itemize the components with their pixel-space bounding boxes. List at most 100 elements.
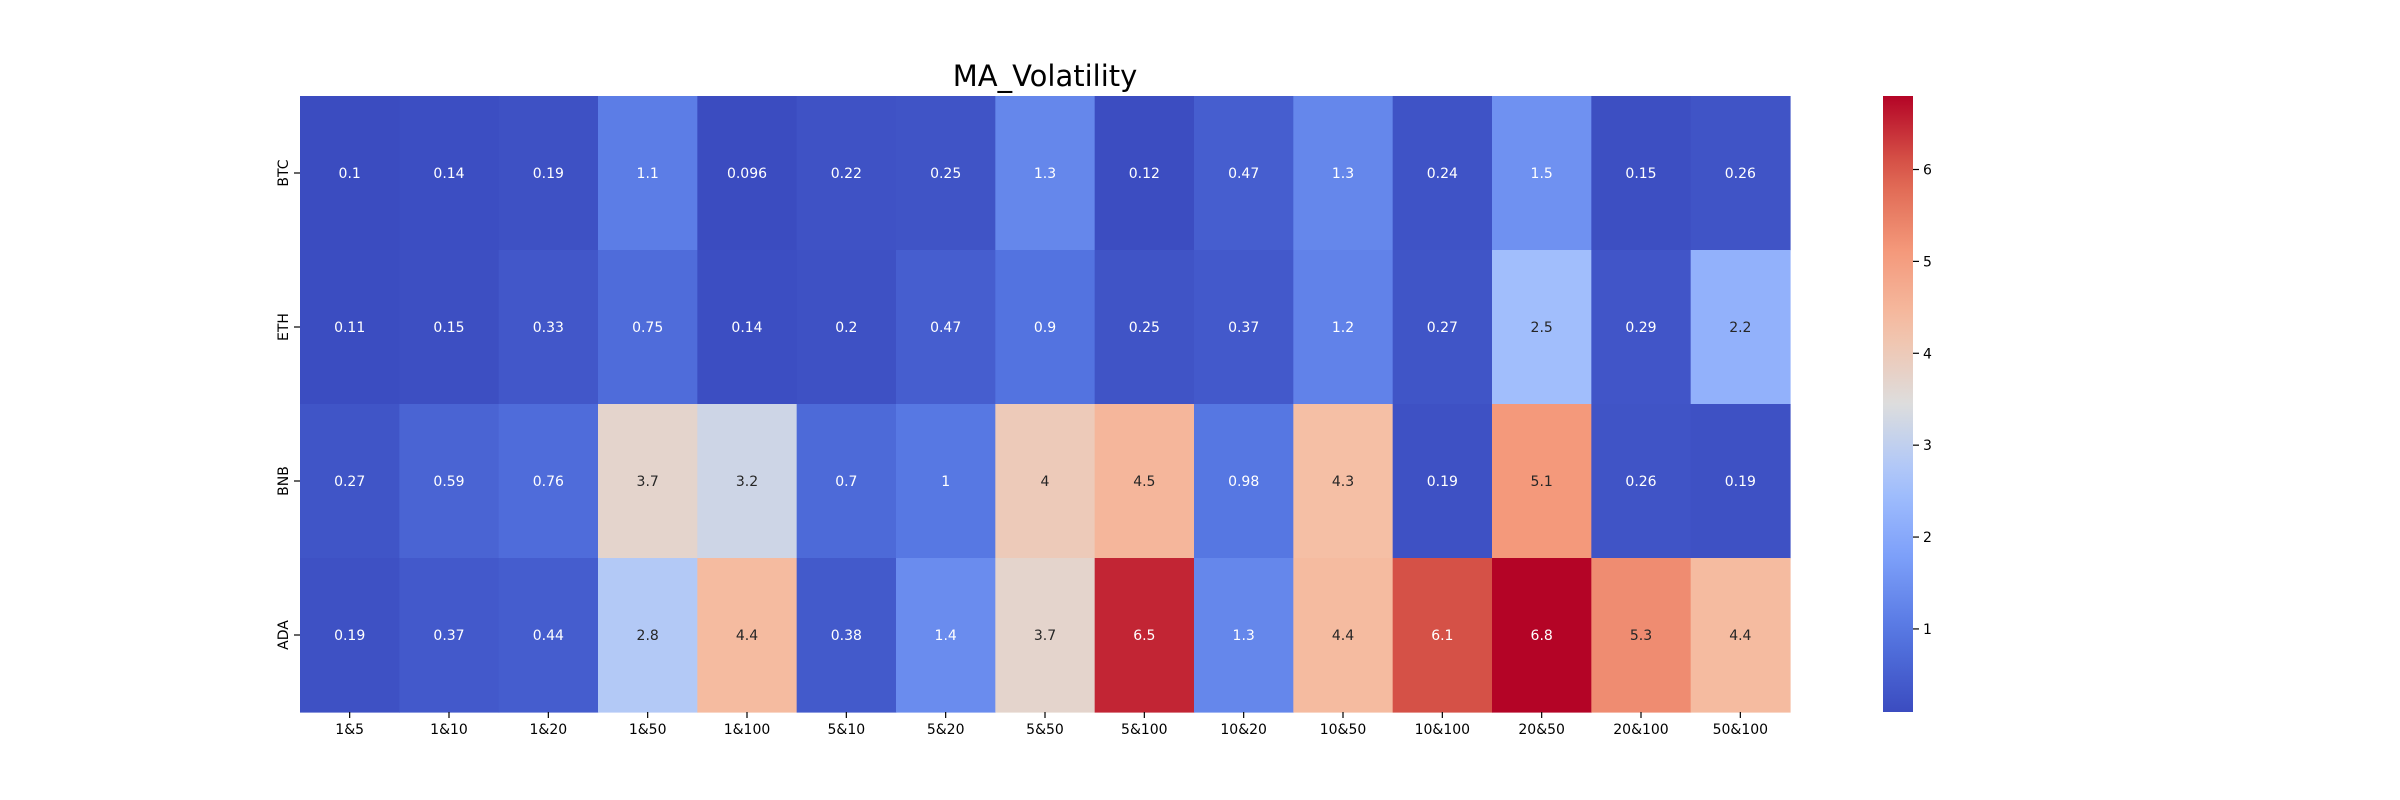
cell-value-label: 2.5	[1531, 320, 1553, 336]
x-tick-label: 5&10	[828, 722, 866, 738]
x-tick-label: 1&20	[530, 722, 568, 738]
heatmap-cell	[1591, 558, 1692, 713]
heatmap-cell	[995, 558, 1096, 713]
heatmap-cell	[697, 404, 798, 559]
heatmap-cell	[1591, 96, 1692, 251]
y-axis: BTC ETH BNB ADA	[276, 159, 300, 650]
cell-value-label: 0.14	[731, 320, 762, 336]
cell-value-label: 0.29	[1625, 320, 1656, 336]
heatmap-cell	[995, 250, 1096, 405]
heatmap-cell	[498, 404, 599, 559]
x-tick-label: 1&50	[629, 722, 667, 738]
cell-value-label: 6.8	[1531, 628, 1553, 644]
cell-value-label: 4.4	[736, 628, 758, 644]
x-tick-label: 10&20	[1220, 722, 1267, 738]
heatmap-cell	[1492, 558, 1592, 713]
heatmap-cell	[598, 96, 698, 251]
colorbar-tick-label: 2	[1923, 530, 1932, 546]
cell-value-label: 0.33	[533, 320, 564, 336]
heatmap-cell	[399, 96, 500, 251]
heatmap-cell	[1194, 404, 1294, 559]
cell-value-label: 0.11	[334, 320, 365, 336]
cell-value-label: 1.4	[935, 628, 957, 644]
colorbar-tick-label: 3	[1923, 438, 1932, 454]
heatmap-cell	[1094, 558, 1195, 713]
heatmap-cell	[399, 558, 500, 713]
heatmap-cell	[1194, 96, 1294, 251]
heatmap-cell	[896, 96, 996, 251]
heatmap-cell	[1492, 250, 1592, 405]
heatmap-cell	[1492, 96, 1592, 251]
heatmap-cell	[697, 558, 798, 713]
cell-value-label: 0.27	[334, 474, 365, 490]
cell-value-label: 3.7	[637, 474, 659, 490]
cell-value-label: 0.44	[533, 628, 564, 644]
cell-value-label: 3.2	[736, 474, 758, 490]
cell-value-label: 6.5	[1133, 628, 1155, 644]
cell-value-label: 5.3	[1630, 628, 1652, 644]
cell-value-label: 0.24	[1427, 166, 1458, 182]
cell-value-label: 0.25	[1129, 320, 1160, 336]
x-axis: 1&5 1&10 1&20 1&50 1&100 5&10 5&20 5&50 5&100 10&…	[335, 712, 1768, 738]
heatmap-cell	[598, 404, 698, 559]
heatmap-cell	[498, 96, 599, 251]
cell-value-label: 0.2	[835, 320, 857, 336]
cell-value-label: 0.98	[1228, 474, 1259, 490]
x-tick-label: 50&100	[1713, 722, 1768, 738]
heatmap-cell	[995, 404, 1096, 559]
heatmap-cell	[1293, 558, 1394, 713]
heatmap-cell	[1293, 404, 1394, 559]
cell-value-label: 1.3	[1332, 166, 1354, 182]
heatmap-cell	[399, 404, 500, 559]
heatmap-cell	[796, 250, 897, 405]
colorbar-tick-label: 4	[1923, 346, 1932, 362]
cell-value-label: 0.27	[1427, 320, 1458, 336]
cell-value-label: 4.5	[1133, 474, 1155, 490]
heatmap-cell	[1690, 404, 1791, 559]
cell-value-label: 2.8	[637, 628, 659, 644]
x-tick-label: 1&100	[724, 722, 771, 738]
x-tick-label: 20&100	[1613, 722, 1668, 738]
cell-value-label: 0.7	[835, 474, 857, 490]
cell-value-label: 0.15	[433, 320, 464, 336]
heatmap-cell	[1690, 250, 1791, 405]
heatmap-cells: 0.1 0.14 0.19 1.1 0.096 0.22 0.25 1.3 0.12 0.47 1.…	[300, 96, 1791, 713]
cell-value-label: 3.7	[1034, 628, 1056, 644]
colorbar-tick-label: 1	[1923, 622, 1932, 638]
heatmap-cell	[1392, 96, 1493, 251]
heatmap-cell	[995, 96, 1096, 251]
heatmap-cell	[796, 96, 897, 251]
cell-value-label: 0.19	[533, 166, 564, 182]
heatmap-cell	[1392, 404, 1493, 559]
x-tick-label: 10&50	[1320, 722, 1367, 738]
y-tick-label: BTC	[276, 159, 292, 186]
heatmap-cell	[1293, 250, 1394, 405]
cell-value-label: 5.1	[1531, 474, 1553, 490]
cell-value-label: 0.14	[433, 166, 464, 182]
cell-value-label: 0.15	[1625, 166, 1656, 182]
x-tick-label: 1&10	[430, 722, 468, 738]
colorbar-tick-label: 6	[1923, 163, 1932, 179]
cell-value-label: 0.37	[1228, 320, 1259, 336]
cell-value-label: 0.26	[1725, 166, 1756, 182]
colorbar-gradient	[1883, 96, 1913, 712]
cell-value-label: 0.12	[1129, 166, 1160, 182]
chart-title: MA_Volatility	[953, 59, 1138, 93]
heatmap-cell	[300, 404, 400, 559]
x-tick-label: 20&50	[1518, 722, 1565, 738]
heatmap-cell	[1392, 558, 1493, 713]
heatmap-cell	[1194, 558, 1294, 713]
heatmap-cell	[598, 558, 698, 713]
cell-value-label: 1.1	[637, 166, 659, 182]
cell-value-label: 1.5	[1531, 166, 1553, 182]
cell-value-label: 0.19	[1725, 474, 1756, 490]
heatmap-cell	[598, 250, 698, 405]
y-tick-label: BNB	[276, 466, 292, 496]
cell-value-label: 4.4	[1729, 628, 1751, 644]
cell-value-label: 4.4	[1332, 628, 1354, 644]
heatmap-cell	[1293, 96, 1394, 251]
heatmap-cell	[1492, 404, 1592, 559]
cell-value-label: 0.25	[930, 166, 961, 182]
heatmap-cell	[498, 250, 599, 405]
